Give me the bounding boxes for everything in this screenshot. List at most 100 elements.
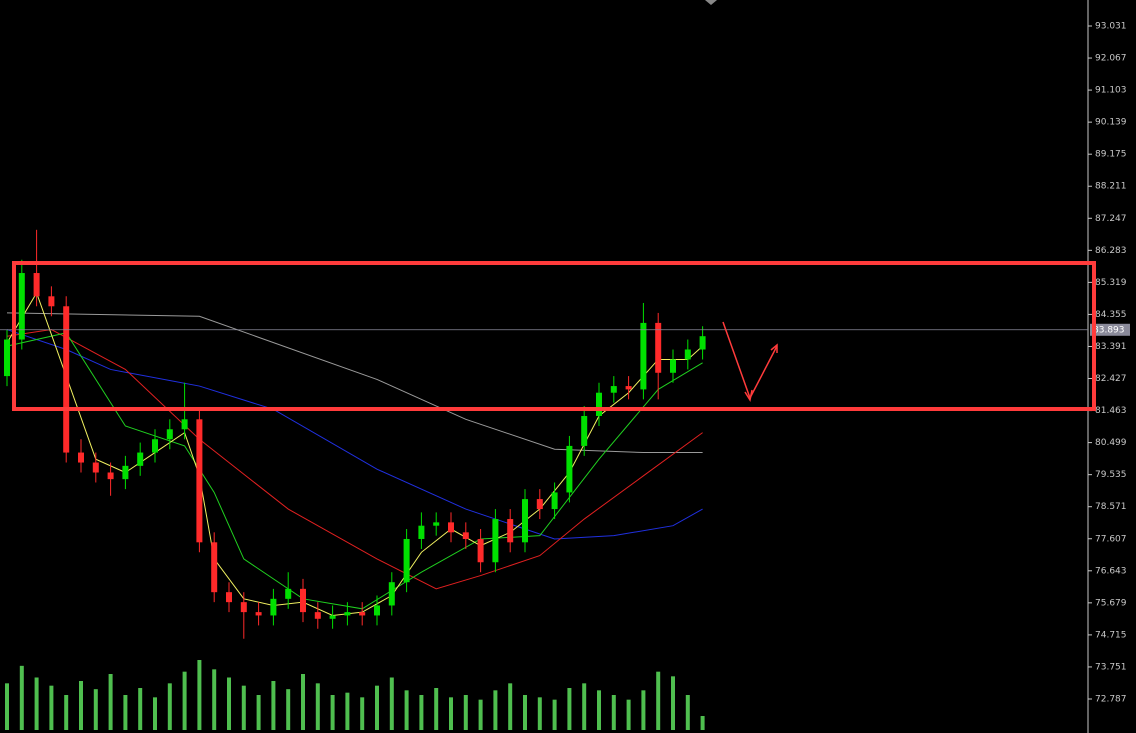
y-tick-label: 82.427 [1095,374,1127,384]
candle-body [551,492,558,510]
y-tick-label: 83.391 [1095,342,1127,352]
volume-bar [552,699,557,730]
volume-bar [463,695,468,730]
y-tick-label: 89.175 [1095,150,1127,160]
candle-body [625,386,632,390]
candle-body [92,462,99,473]
y-tick-label: 84.355 [1095,310,1127,320]
moving-average [6,332,703,610]
candle-body [226,592,232,603]
volume-bar [434,688,439,730]
y-tick-label: 81.463 [1095,406,1127,416]
candle-body [448,522,454,533]
y-tick-label: 85.319 [1095,278,1127,288]
current-price-label: 83.893 [1093,325,1125,335]
volume-bar [671,676,675,730]
volume-bar [64,695,69,730]
scroll-marker [705,0,717,5]
candle-body [566,445,573,493]
volume-bar [360,697,365,730]
y-tick-label: 74.715 [1095,630,1127,640]
volume-bar [212,669,217,730]
volume-bar [271,681,276,730]
candle-body [610,386,617,393]
volume-bar [449,697,453,730]
candle-body [433,522,440,526]
volume-bar [34,677,39,730]
y-tick-label: 78.571 [1095,502,1127,512]
candle-body [581,415,588,446]
y-tick-label: 76.643 [1095,566,1127,576]
candle-body [33,273,40,297]
volume-bar [79,681,83,730]
candle-body [462,532,469,539]
volume-bar [567,688,572,730]
volume-bar [123,695,128,730]
volume-bar [582,683,587,730]
arrow-head-up [770,343,778,353]
volume-bar [167,683,172,730]
volume-bar [256,695,261,730]
candle-body [166,429,173,440]
y-tick-label: 86.283 [1095,246,1127,256]
moving-average [6,312,703,454]
zone-box [12,261,1096,411]
volume-bar [227,677,231,730]
candle-body [18,273,25,340]
candle-body [48,296,55,307]
candle-body [344,612,351,616]
candle-body [536,499,543,510]
candle-body [78,452,84,463]
candle-body [211,542,218,593]
candle-body [4,339,10,377]
candle-body [137,452,144,466]
y-tick-label: 87.247 [1095,214,1127,224]
volume-bar [153,697,157,730]
candle-body [359,612,366,616]
volume-bar [19,665,24,730]
volume-bar [197,660,202,730]
moving-average [6,329,703,540]
volume-bar [301,674,305,730]
volume-bar [404,690,409,730]
candle-body [477,538,484,563]
arrow-head-down [744,389,753,402]
candle-body [270,598,277,616]
candle-body [655,322,662,373]
y-tick-label: 79.535 [1095,470,1127,480]
y-tick-label: 80.499 [1095,438,1127,448]
volume-bar [241,685,246,730]
volume-bar [597,690,601,730]
y-tick-label: 91.103 [1095,86,1127,96]
volume-bar [508,683,513,730]
candle-body [684,349,691,360]
candle-body [122,465,129,480]
candle-body [314,612,321,619]
candle-body [699,336,706,350]
candle-body [300,588,306,613]
volume-bar [419,695,424,730]
y-tick-label: 92.067 [1095,54,1127,64]
candle-body [374,605,380,616]
candle-body [329,615,336,619]
y-tick-label: 73.751 [1095,662,1127,672]
volume-bar [537,697,542,730]
y-tick-label: 75.679 [1095,598,1127,608]
candle-body [596,392,602,416]
y-tick-label: 90.139 [1095,118,1127,128]
volume-bar [656,671,661,730]
volume-bar [138,688,143,730]
y-tick-label: 72.787 [1095,694,1127,704]
candle-body [670,359,676,373]
volume-bar [478,699,483,730]
candle-body [240,602,247,613]
candle-body [388,582,395,606]
candle-body [507,519,514,543]
current-price-box [1090,323,1130,336]
volume-bar [345,692,350,730]
volume-bar [389,677,394,730]
candle-body [181,419,188,430]
candle-body [522,499,528,543]
volume-bar [182,671,187,730]
